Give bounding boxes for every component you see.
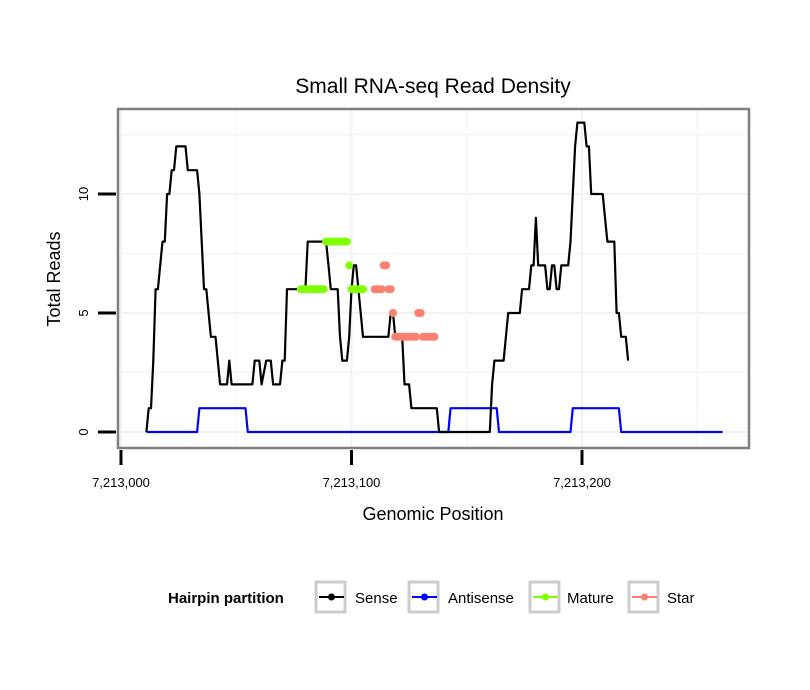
star-point [382,261,391,270]
legend-label: Mature [567,590,614,607]
star-point [416,309,425,317]
legend-key-point [641,593,648,601]
mature-point [345,261,354,270]
star-points [370,261,439,341]
star-point [430,332,439,341]
legend-label: Star [667,590,695,607]
gridlines [118,109,749,448]
mature-point [359,285,367,294]
legend-entry-star: Star [627,580,695,614]
panel-border [116,107,751,450]
star-point [412,332,420,341]
legend-title: Hairpin partition [168,590,284,607]
x-tick-label: 7,213,200 [553,475,611,490]
mature-points [296,237,367,294]
y-tick-label: 10 [76,187,91,201]
series-layer [145,121,723,434]
legend-key-point [328,593,335,601]
legend-entry-antisense: Antisense [407,580,514,614]
x-axis-title: Genomic Position [362,504,503,524]
star-point [389,309,397,317]
x-tick-label: 7,213,000 [92,475,150,490]
legend-entry-mature: Mature [528,580,614,614]
legend-label: Sense [355,590,398,607]
legend-label: Antisense [448,590,514,607]
x-tick-label: 7,213,100 [323,475,381,490]
mature-point [342,237,351,246]
legend-key-point [421,593,428,601]
chart-title: Small RNA-seq Read Density [295,75,571,98]
panel-background [118,109,749,448]
y-tick-label: 5 [76,309,91,316]
y-axis-title: Total Reads [44,231,64,326]
legend: Hairpin partition Sense Antisense Mature St… [168,580,695,614]
antisense-line [146,407,723,434]
y-tick-label: 0 [76,428,91,435]
mature-point [319,285,328,294]
legend-key-point [542,593,549,601]
x-axis: 7,213,000 7,213,100 7,213,200 [92,450,611,490]
sense-line [145,121,630,434]
star-point [386,285,395,294]
star-point [377,285,386,294]
y-axis: 0 5 10 [76,187,116,436]
plot-panel [116,107,751,450]
legend-entry-sense: Sense [314,580,398,614]
